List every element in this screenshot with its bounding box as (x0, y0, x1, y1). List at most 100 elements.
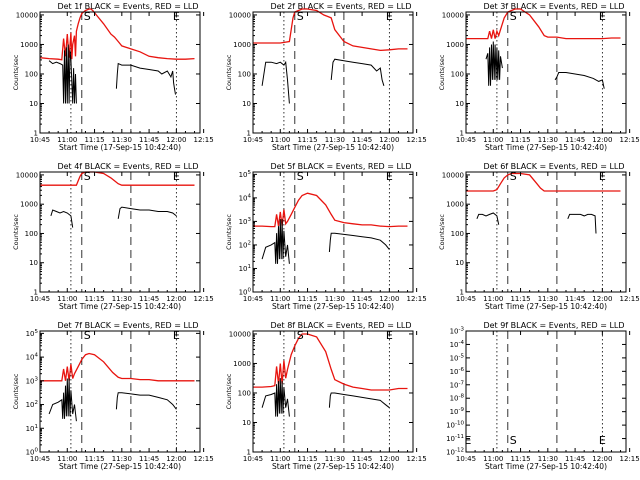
x-tick-label: 11:00 (483, 455, 503, 463)
x-axis-label: Start Time (27-Sep-15 10:42:40) (485, 462, 607, 471)
y-tick-label: 10000 (229, 11, 251, 19)
y-axis-label: Counts/sec (225, 373, 233, 409)
marker-e-label: E (464, 434, 471, 447)
y-tick-label: 10000 (16, 171, 38, 179)
x-tick-label: 11:15 (84, 295, 104, 303)
y-tick-label: 10-7 (450, 380, 465, 389)
y-tick-label: 102 (26, 400, 38, 409)
x-tick-label: 12:15 (620, 136, 640, 144)
plot-frame (39, 11, 201, 134)
x-tick-label: 12:00 (379, 295, 399, 303)
marker-s-label: S (84, 170, 91, 183)
chart-panel-9: Det 9f BLACK = Events, RED = LLD E S E 10:45… (446, 321, 640, 471)
y-tick-label: 10-5 (450, 353, 465, 362)
y-tick-label: 1000 (446, 201, 464, 209)
events-series-line-2 (50, 209, 74, 228)
x-tick-label: 12:00 (166, 295, 186, 303)
x-tick-label: 11:15 (510, 295, 530, 303)
y-tick-label: 10000 (16, 11, 38, 19)
events-series-line-3 (567, 213, 597, 234)
x-tick-label: 11:45 (352, 136, 372, 144)
y-tick-label: 105 (26, 329, 39, 338)
x-tick-label: 12:15 (194, 136, 214, 144)
events-series-line-2 (485, 41, 503, 86)
x-tick-label: 11:45 (565, 455, 585, 463)
chart-title: Det 4f BLACK = Events, RED = LLD (57, 162, 198, 171)
events-series-line-3 (328, 232, 390, 253)
x-tick-label: 10:45 (243, 455, 263, 463)
x-tick-label: 11:15 (510, 136, 530, 144)
y-tick-label: 10-10 (446, 421, 464, 430)
x-tick-label: 11:15 (297, 136, 317, 144)
y-tick-label: 100 (26, 448, 39, 457)
x-tick-label: 10:45 (456, 455, 476, 463)
x-tick-label: 10:45 (243, 136, 263, 144)
plot-frame (465, 11, 627, 134)
plot-frame (39, 171, 201, 293)
plot-frame (465, 330, 627, 453)
events-series-line-3 (115, 62, 176, 95)
x-tick-label: 12:00 (166, 455, 186, 463)
x-tick-label: 10:45 (30, 455, 50, 463)
plot-frame (252, 330, 414, 453)
y-axis-label: Counts/sec (12, 373, 20, 409)
y-tick-label: 1 (34, 289, 38, 297)
y-axis-label: Counts/sec (225, 214, 233, 250)
plot-frame (465, 171, 627, 293)
marker-e-label: E (599, 10, 606, 23)
y-tick-label: 10-6 (450, 367, 465, 376)
events-series-line-3 (117, 206, 177, 219)
events-series-line-2 (476, 212, 500, 225)
x-axis-label: Start Time (27-Sep-15 10:42:40) (272, 143, 394, 152)
x-tick-label: 12:00 (592, 295, 612, 303)
x-tick-label: 11:45 (565, 136, 585, 144)
events-series-line-2 (261, 219, 290, 264)
y-tick-label: 10000 (229, 330, 251, 338)
events-series-line-3 (554, 72, 605, 89)
x-tick-label: 12:00 (592, 136, 612, 144)
y-tick-label: 1 (247, 130, 251, 138)
x-tick-label: 11:15 (297, 295, 317, 303)
x-tick-label: 11:15 (84, 455, 104, 463)
marker-s-label: S (510, 170, 517, 183)
y-tick-label: 1000 (20, 41, 38, 49)
y-tick-label: 103 (26, 376, 39, 385)
x-tick-label: 12:15 (407, 455, 427, 463)
x-tick-label: 11:45 (565, 295, 585, 303)
y-tick-label: 10 (29, 259, 38, 267)
x-tick-label: 12:00 (592, 455, 612, 463)
x-tick-label: 11:00 (270, 295, 290, 303)
y-tick-label: 101 (239, 264, 251, 273)
y-tick-label: 1 (460, 130, 464, 138)
events-series-line-2 (261, 378, 290, 417)
events-series-line-2 (48, 44, 77, 104)
y-tick-label: 10-11 (446, 434, 464, 443)
x-tick-label: 11:15 (297, 455, 317, 463)
x-tick-label: 11:30 (112, 455, 132, 463)
x-tick-label: 11:45 (352, 455, 372, 463)
x-axis-label: Start Time (27-Sep-15 10:42:40) (59, 462, 181, 471)
x-tick-label: 12:15 (407, 136, 427, 144)
y-tick-label: 104 (26, 353, 39, 362)
y-tick-label: 103 (239, 217, 252, 226)
y-tick-label: 10 (455, 100, 464, 108)
marker-s-label: S (84, 10, 91, 23)
y-tick-label: 1000 (20, 201, 38, 209)
marker-s-label: S (297, 329, 304, 342)
y-tick-label: 104 (239, 193, 252, 202)
x-axis-label: Start Time (27-Sep-15 10:42:40) (272, 302, 394, 311)
marker-e-label: E (386, 170, 393, 183)
y-tick-label: 10 (29, 100, 38, 108)
marker-e-label: E (173, 329, 180, 342)
x-tick-label: 11:30 (112, 295, 132, 303)
lld-series-line-1 (39, 8, 195, 61)
chart-title: Det 9f BLACK = Events, RED = LLD (483, 321, 624, 330)
marker-e-label: E (386, 10, 393, 23)
y-tick-label: 100 (238, 70, 251, 78)
y-tick-label: 102 (239, 240, 251, 249)
x-tick-label: 12:15 (194, 455, 214, 463)
marker-s-label: S (297, 170, 304, 183)
